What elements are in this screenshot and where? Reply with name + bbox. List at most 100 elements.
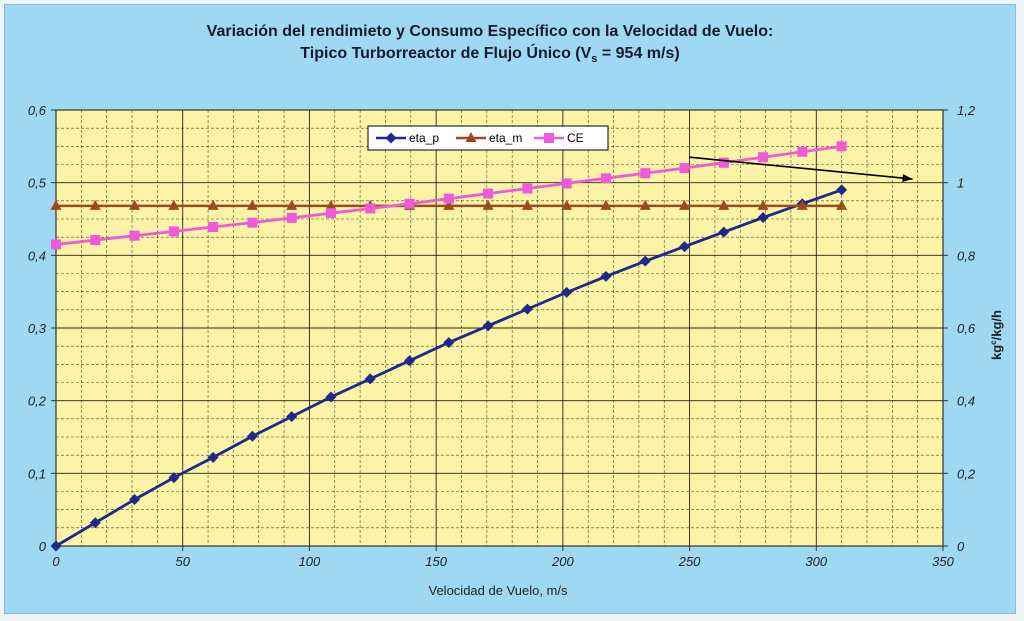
legend-box [367,125,609,151]
data-point-eta-m [561,199,573,210]
data-point-CE [129,230,140,241]
data-point-eta-p [325,391,337,403]
x-tick-label: 350 [932,554,954,569]
x-tick-label: 150 [425,554,447,569]
y2-tick-label: 0 [957,539,965,554]
data-point-eta-m [168,199,180,210]
data-point-eta-m [836,199,848,210]
y2-tick-label: 0,8 [957,248,976,263]
data-point-eta-p [129,493,141,505]
data-point-eta-m [50,199,62,210]
x-axis-label: Velocidad de Vuelo, m/s [429,583,568,598]
data-point-CE [758,152,769,163]
annotation-arrow-line [689,156,913,180]
data-point-eta-p [521,303,533,315]
axes: 0 50 100 150 200 250 300 35000,10,20,30,40,50,6… [28,103,976,569]
data-point-eta-p [600,270,612,282]
x-tick-label: 250 [678,554,701,569]
data-point-eta-p [404,355,416,367]
data-point-CE [797,146,808,157]
legend-marker [385,132,397,144]
data-point-eta-m [89,199,101,210]
data-point-CE [404,198,415,209]
y2-tick-label: 0,4 [957,394,975,409]
y2-tick-label: 0,2 [957,466,976,481]
legend-label: eta_p [409,131,439,145]
data-point-eta-p [639,255,651,267]
data-point-eta-p [364,373,376,385]
data-point-CE [208,221,219,232]
x-tick-label: 50 [175,554,190,569]
data-point-CE [483,188,494,199]
data-point-eta-p [443,337,455,349]
legend-item-CE: CE [534,131,584,145]
data-point-CE [640,168,651,179]
y-tick-label: 0,1 [28,466,46,481]
data-point-CE [836,141,847,152]
y-tick-label: 0,2 [28,394,47,409]
data-point-eta-p [679,241,691,253]
data-point-eta-p [757,212,769,224]
data-point-eta-p [836,184,848,196]
title-line2-prefix: Tipico Turborreactor de Flujo Único (V [300,43,591,62]
series-layer [50,141,848,552]
data-point-CE [443,193,454,204]
legend-label: CE [567,131,584,145]
y-tick-label: 0,6 [28,103,47,118]
data-point-CE [168,226,179,237]
data-point-CE [679,163,690,174]
data-point-eta-p [207,451,219,463]
data-point-eta-m [718,199,730,210]
y-tick-label: 0,4 [28,248,46,263]
data-point-eta-m [129,199,141,210]
y-tick-label: 0,5 [28,176,47,191]
x-tick-label: 200 [551,554,574,569]
title-line2-subscript: s [591,53,597,65]
data-point-eta-p [286,411,298,423]
data-point-CE [561,178,572,189]
chart-title-line2: Tipico Turborreactor de Flujo Único (Vs … [300,43,679,65]
data-point-CE [522,183,533,194]
annotation-layer [689,156,913,183]
series-CE [51,141,847,250]
data-point-eta-m [207,199,219,210]
data-point-eta-m [757,199,769,210]
legend-label: eta_m [489,131,522,145]
y2-tick-label: 1 [957,176,964,191]
y2-label-sup: c [989,340,998,345]
data-point-CE [51,239,61,250]
y2-label-main: kg [989,345,1004,360]
data-point-eta-p [50,540,62,552]
annotation-arrow-head [902,174,913,183]
y-tick-label: 0,3 [28,321,47,336]
y-tick-label: 0 [39,539,47,554]
data-point-CE [600,173,611,184]
data-point-eta-p [168,472,180,484]
x-tick-label: 0 [52,554,60,569]
data-point-CE [90,235,101,246]
data-point-CE [365,203,376,214]
legend: eta_p eta_m CE [367,125,609,151]
data-point-CE [247,217,258,228]
x-tick-label: 100 [299,554,321,569]
x-tick-label: 300 [805,554,827,569]
data-point-eta-m [521,199,533,210]
y2-tick-label: 1,2 [957,103,976,118]
data-point-eta-m [246,199,258,210]
data-point-eta-m [796,199,808,210]
legend-item-eta-p: eta_p [376,131,439,145]
legend-marker [465,132,477,142]
data-point-eta-m [482,199,494,210]
legend-item-eta-m: eta_m [456,131,522,145]
data-point-eta-m [286,199,298,210]
data-point-eta-m [679,199,691,210]
data-point-eta-m [600,199,612,210]
y2-axis-label: kgc/kg/h [989,310,1004,360]
data-point-eta-p [246,430,258,442]
legend-marker [544,133,554,143]
data-point-eta-p [89,517,101,529]
data-point-eta-m [325,199,337,210]
y2-tick-label: 0,6 [957,321,976,336]
data-point-eta-p [718,226,730,238]
data-point-eta-p [482,320,494,332]
